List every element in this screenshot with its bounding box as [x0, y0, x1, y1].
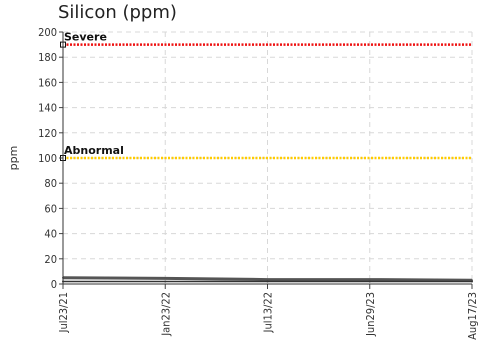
y-tick-label: 120: [38, 127, 57, 140]
y-axis-title: ppm: [7, 146, 20, 171]
axes: [59, 31, 473, 289]
labels: 0 20 40 60 80 100 120 140 160 180 200 Jul23/21 Jan23…: [7, 26, 479, 340]
series-point: [164, 277, 167, 280]
y-tick-label: 40: [44, 228, 57, 241]
series-point: [266, 278, 269, 281]
y-tick-label: 180: [38, 51, 57, 64]
x-tick-label: Jul13/22: [262, 292, 275, 333]
y-tick-label: 80: [44, 177, 57, 190]
series-point: [368, 278, 371, 281]
series-point: [266, 280, 269, 283]
chart-title: Silicon (ppm): [58, 2, 177, 23]
x-tick-label: Jul23/21: [57, 292, 70, 333]
y-tick-label: 140: [38, 102, 57, 115]
series-point: [471, 280, 473, 283]
y-tick-label: 200: [38, 26, 57, 39]
y-tick-label: 60: [44, 202, 57, 215]
x-tick-label: Jun29/23: [364, 292, 377, 337]
y-tick-label: 20: [44, 253, 57, 266]
y-tick-label: 0: [51, 278, 57, 291]
series-point: [368, 280, 371, 283]
y-tick-label: 100: [38, 152, 57, 165]
y-tick-label: 160: [38, 76, 57, 89]
threshold-label-severe: Severe: [64, 31, 107, 44]
threshold-label-abnormal: Abnormal: [64, 144, 124, 157]
series-point: [164, 280, 167, 283]
x-tick-label: Aug17/23: [466, 292, 479, 340]
x-tick-label: Jan23/22: [159, 292, 172, 337]
